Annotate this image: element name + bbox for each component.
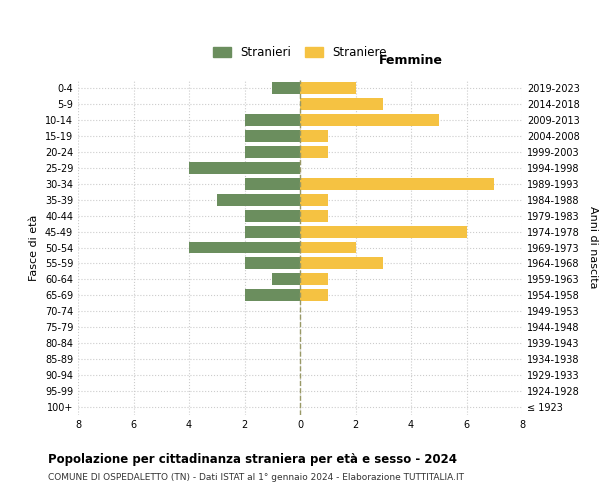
Text: COMUNE DI OSPEDALETTO (TN) - Dati ISTAT al 1° gennaio 2024 - Elaborazione TUTTIT: COMUNE DI OSPEDALETTO (TN) - Dati ISTAT … (48, 472, 464, 482)
Y-axis label: Anni di nascita: Anni di nascita (588, 206, 598, 289)
Bar (245, 178, 300, 190)
Bar (300, 82, 355, 94)
Bar (300, 258, 383, 270)
Bar (245, 290, 300, 302)
Bar (300, 242, 355, 254)
Bar (300, 274, 328, 285)
Bar (245, 258, 300, 270)
Bar (189, 242, 300, 254)
Legend: Stranieri, Straniere: Stranieri, Straniere (209, 42, 391, 62)
Bar (245, 130, 300, 142)
Bar (245, 146, 300, 158)
Bar (245, 114, 300, 126)
Bar (217, 194, 300, 205)
Bar (189, 162, 300, 173)
Text: Popolazione per cittadinanza straniera per età e sesso - 2024: Popolazione per cittadinanza straniera p… (48, 452, 457, 466)
Bar (300, 146, 328, 158)
Bar (300, 130, 328, 142)
Bar (300, 210, 328, 222)
Text: Femmine: Femmine (379, 54, 443, 66)
Y-axis label: Fasce di età: Fasce di età (29, 214, 39, 280)
Bar (272, 82, 300, 94)
Bar (300, 178, 494, 190)
Bar (245, 226, 300, 237)
Bar (300, 114, 439, 126)
Bar (300, 98, 383, 110)
Bar (272, 274, 300, 285)
Bar (300, 194, 328, 205)
Bar (300, 290, 328, 302)
Bar (245, 210, 300, 222)
Bar (300, 226, 467, 237)
